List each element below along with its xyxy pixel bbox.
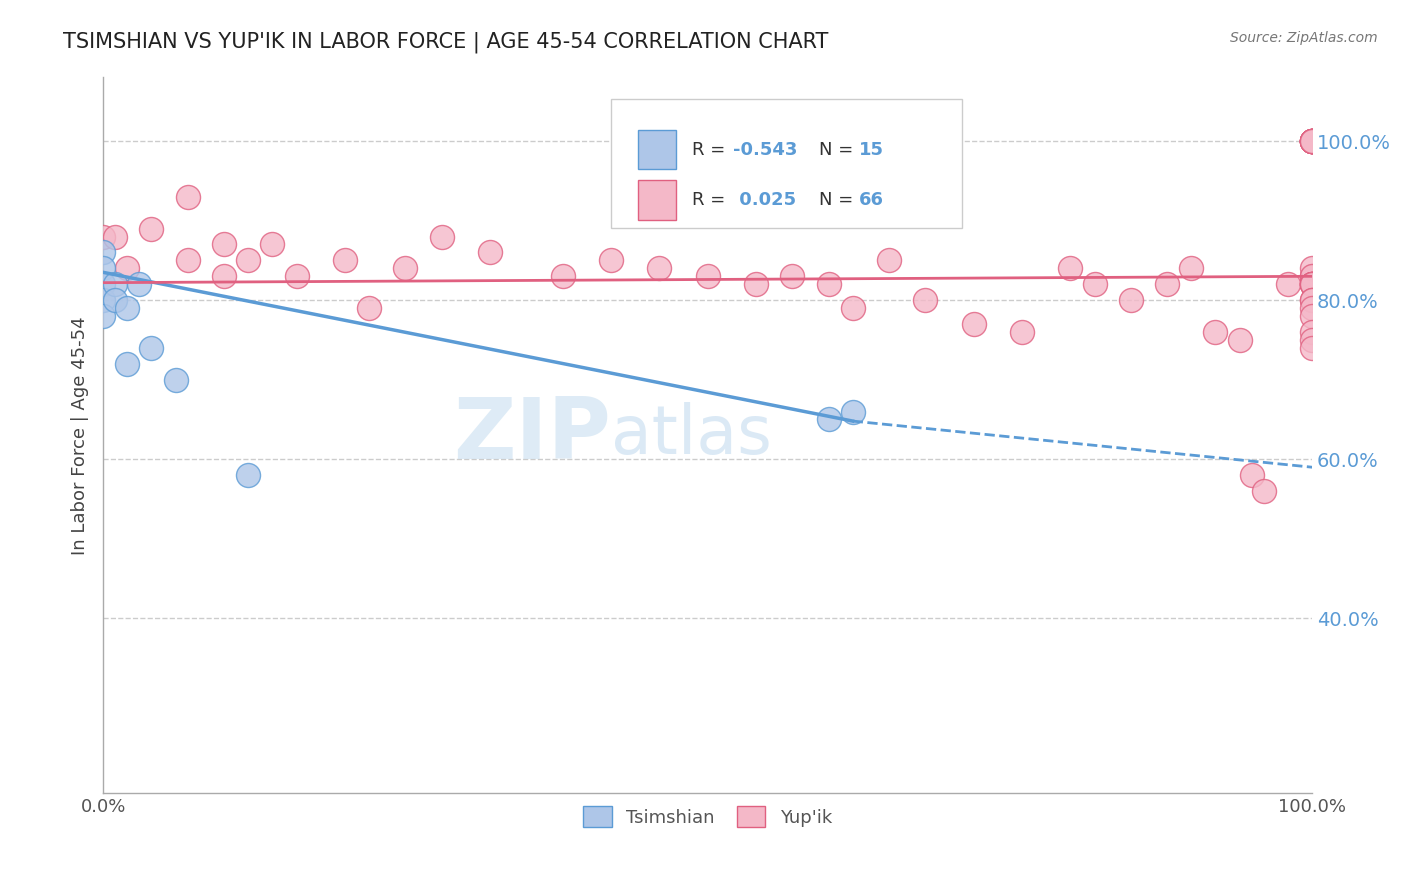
Legend: Tsimshian, Yup'ik: Tsimshian, Yup'ik	[576, 799, 839, 834]
Point	[333, 253, 356, 268]
Point	[1083, 277, 1105, 292]
Point	[238, 253, 260, 268]
Point	[141, 221, 163, 235]
Point	[1301, 134, 1323, 148]
Point	[1301, 269, 1323, 284]
Point	[128, 277, 150, 292]
Point	[117, 301, 139, 315]
Point	[212, 237, 235, 252]
Point	[877, 253, 900, 268]
Point	[359, 301, 381, 315]
Point	[1301, 134, 1323, 148]
Point	[117, 261, 139, 276]
Point	[1301, 134, 1323, 148]
Point	[696, 269, 718, 284]
Point	[1156, 277, 1178, 292]
Text: 66: 66	[859, 191, 884, 209]
Point	[841, 404, 863, 418]
Point	[177, 253, 200, 268]
Point	[1301, 277, 1323, 292]
Point	[551, 269, 574, 284]
Point	[1301, 261, 1323, 276]
Y-axis label: In Labor Force | Age 45-54: In Labor Force | Age 45-54	[72, 316, 89, 555]
Text: N =: N =	[818, 141, 859, 159]
Point	[745, 277, 768, 292]
Point	[1180, 261, 1202, 276]
Point	[141, 341, 163, 355]
Point	[1229, 333, 1251, 347]
Point	[177, 190, 200, 204]
Point	[104, 277, 127, 292]
Point	[1301, 277, 1323, 292]
Point	[817, 277, 839, 292]
Point	[1301, 325, 1323, 339]
Point	[1301, 134, 1323, 148]
Point	[1059, 261, 1081, 276]
Point	[1301, 277, 1323, 292]
Point	[1301, 134, 1323, 148]
Point	[1301, 134, 1323, 148]
FancyBboxPatch shape	[637, 130, 676, 169]
Point	[91, 245, 114, 260]
Point	[648, 261, 671, 276]
Point	[1301, 134, 1323, 148]
Point	[780, 269, 803, 284]
Point	[1253, 484, 1275, 499]
Text: 15: 15	[859, 141, 884, 159]
Point	[165, 373, 187, 387]
Point	[841, 301, 863, 315]
Point	[1301, 333, 1323, 347]
Point	[1301, 301, 1323, 315]
Point	[1301, 341, 1323, 355]
Point	[962, 317, 984, 331]
Text: TSIMSHIAN VS YUP'IK IN LABOR FORCE | AGE 45-54 CORRELATION CHART: TSIMSHIAN VS YUP'IK IN LABOR FORCE | AGE…	[63, 31, 828, 53]
Point	[1301, 309, 1323, 323]
Point	[479, 245, 502, 260]
Point	[285, 269, 308, 284]
Text: N =: N =	[818, 191, 859, 209]
Point	[1301, 134, 1323, 148]
Point	[1204, 325, 1226, 339]
Point	[1277, 277, 1299, 292]
Point	[91, 293, 114, 308]
Point	[91, 277, 114, 292]
Text: R =: R =	[692, 191, 731, 209]
Text: ZIP: ZIP	[453, 394, 612, 477]
Point	[1301, 269, 1323, 284]
Point	[91, 229, 114, 244]
Point	[104, 229, 127, 244]
Point	[1301, 277, 1323, 292]
Point	[394, 261, 416, 276]
Point	[91, 309, 114, 323]
Text: -0.543: -0.543	[733, 141, 797, 159]
Point	[430, 229, 453, 244]
Point	[914, 293, 936, 308]
Point	[238, 468, 260, 483]
Text: atlas: atlas	[612, 402, 772, 468]
Text: R =: R =	[692, 141, 731, 159]
Text: 0.025: 0.025	[733, 191, 796, 209]
Point	[1301, 293, 1323, 308]
Point	[1301, 134, 1323, 148]
Point	[600, 253, 623, 268]
Point	[1119, 293, 1142, 308]
Text: Source: ZipAtlas.com: Source: ZipAtlas.com	[1230, 31, 1378, 45]
Point	[117, 357, 139, 371]
Point	[1011, 325, 1033, 339]
Point	[1301, 134, 1323, 148]
Point	[1301, 134, 1323, 148]
FancyBboxPatch shape	[612, 99, 962, 227]
Point	[817, 412, 839, 426]
Point	[1301, 293, 1323, 308]
Point	[212, 269, 235, 284]
FancyBboxPatch shape	[637, 180, 676, 219]
Point	[1301, 134, 1323, 148]
Point	[1301, 277, 1323, 292]
Point	[91, 261, 114, 276]
Point	[262, 237, 284, 252]
Point	[1240, 468, 1263, 483]
Point	[1301, 277, 1323, 292]
Point	[104, 293, 127, 308]
